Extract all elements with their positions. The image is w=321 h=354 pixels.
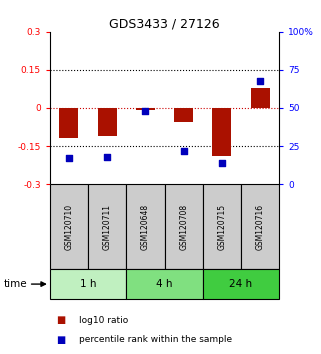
Point [143,108,148,114]
Bar [203,269,279,299]
Text: GSM120648: GSM120648 [141,204,150,250]
Point [105,154,110,160]
Title: GDS3433 / 27126: GDS3433 / 27126 [109,18,220,31]
Text: GSM120715: GSM120715 [217,204,226,250]
Bar [174,108,193,122]
Bar [88,184,126,269]
Text: log10 ratio: log10 ratio [79,316,128,325]
Text: 24 h: 24 h [230,279,253,289]
Text: GSM120708: GSM120708 [179,204,188,250]
Text: 4 h: 4 h [156,279,173,289]
Bar [98,108,117,136]
Text: ■: ■ [56,315,65,325]
Text: percentile rank within the sample: percentile rank within the sample [79,335,232,344]
Text: GSM120716: GSM120716 [256,204,265,250]
Bar [126,269,203,299]
Bar [203,184,241,269]
Bar [50,184,88,269]
Bar [126,184,164,269]
Text: time: time [3,279,27,289]
Point [219,160,224,166]
Point [66,155,72,161]
Point [257,78,263,84]
Bar [241,184,279,269]
Text: ■: ■ [56,335,65,345]
Bar [164,184,203,269]
Bar [59,108,78,138]
Bar [136,108,155,110]
Bar [50,269,126,299]
Text: GSM120710: GSM120710 [65,204,74,250]
Text: 1 h: 1 h [80,279,96,289]
Point [181,148,186,153]
Bar [212,108,231,156]
Text: GSM120711: GSM120711 [103,204,112,250]
Bar [251,88,270,108]
